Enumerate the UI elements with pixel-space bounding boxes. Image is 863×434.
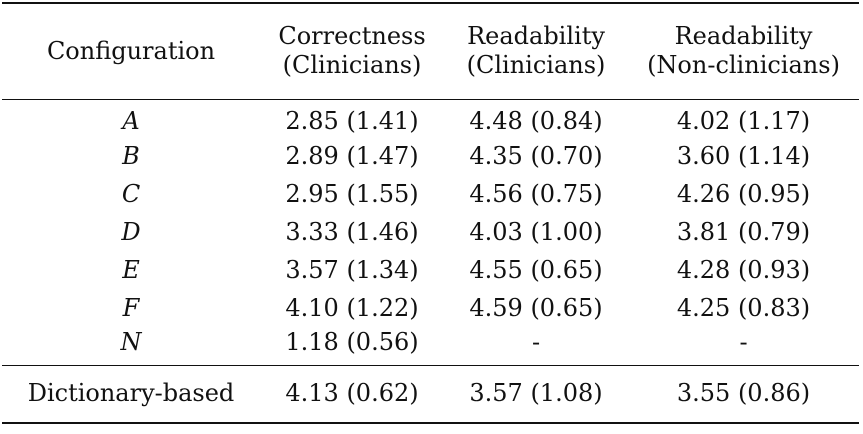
header-correctness-line-1: Correctness bbox=[278, 22, 426, 51]
readability-clinicians-cell: 4.35 (0.70) bbox=[469, 141, 603, 170]
header-configuration-line-1: Configuration bbox=[46, 36, 216, 65]
config-cell: A bbox=[122, 106, 140, 135]
header-readability-nonclinicians-line-2: (Non-clinicians) bbox=[647, 51, 840, 80]
correctness-clinicians-cell: 1.18 (0.56) bbox=[285, 328, 419, 357]
table-row: A 2.85 (1.41) 4.48 (0.84) 4.02 (1.17) bbox=[2, 99, 859, 137]
summary-correctness-clinicians-cell: 4.13 (0.62) bbox=[260, 364, 444, 424]
results-table: Configuration Correctness (Clinicians) R… bbox=[2, 2, 859, 424]
readability-clinicians-cell: - bbox=[531, 328, 541, 357]
readability-nonclinicians-cell: 3.60 (1.14) bbox=[676, 141, 811, 170]
table-row: D 3.33 (1.46) 4.03 (1.00) 3.81 (0.79) bbox=[2, 213, 859, 251]
header-configuration: Configuration bbox=[2, 2, 260, 100]
readability-nonclinicians-cell: 3.81 (0.79) bbox=[676, 217, 811, 246]
config-cell: C bbox=[121, 179, 141, 208]
readability-clinicians-cell: 4.56 (0.75) bbox=[469, 179, 603, 208]
readability-clinicians-cell: 4.59 (0.65) bbox=[469, 293, 603, 322]
readability-nonclinicians-cell: 4.02 (1.17) bbox=[676, 106, 811, 135]
readability-clinicians-cell: 4.55 (0.65) bbox=[469, 255, 603, 284]
correctness-clinicians-cell: 3.57 (1.34) bbox=[285, 255, 419, 284]
summary-readability-clinicians-cell: 3.57 (1.08) bbox=[444, 364, 628, 424]
header-readability-clinicians-line-1: Readability bbox=[467, 22, 605, 51]
summary-config-cell: Dictionary-based bbox=[2, 364, 260, 424]
config-cell: N bbox=[120, 328, 142, 357]
header-correctness-line-2: (Clinicians) bbox=[282, 51, 422, 80]
config-cell: E bbox=[122, 255, 140, 284]
header-readability-clinicians-line-2: (Clinicians) bbox=[466, 51, 606, 80]
readability-nonclinicians-cell: 4.26 (0.95) bbox=[676, 179, 811, 208]
table-row: N 1.18 (0.56) - - bbox=[2, 327, 859, 365]
correctness-clinicians-cell: 2.89 (1.47) bbox=[285, 141, 419, 170]
readability-nonclinicians-cell: 4.28 (0.93) bbox=[676, 255, 811, 284]
header-correctness-clinicians: Correctness (Clinicians) bbox=[260, 2, 444, 100]
readability-nonclinicians-cell: - bbox=[739, 328, 748, 357]
correctness-clinicians-cell: 3.33 (1.46) bbox=[285, 217, 419, 246]
table-header-row: Configuration Correctness (Clinicians) R… bbox=[2, 2, 859, 100]
config-cell: F bbox=[122, 293, 140, 322]
correctness-clinicians-cell: 4.10 (1.22) bbox=[285, 293, 419, 322]
config-cell: B bbox=[122, 141, 140, 170]
header-readability-nonclinicians: Readability (Non-clinicians) bbox=[628, 2, 859, 100]
table-row: E 3.57 (1.34) 4.55 (0.65) 4.28 (0.93) bbox=[2, 251, 859, 289]
table-row: C 2.95 (1.55) 4.56 (0.75) 4.26 (0.95) bbox=[2, 175, 859, 213]
header-readability-nonclinicians-line-1: Readability bbox=[674, 22, 813, 51]
header-readability-clinicians: Readability (Clinicians) bbox=[444, 2, 628, 100]
table-row: B 2.89 (1.47) 4.35 (0.70) 3.60 (1.14) bbox=[2, 137, 859, 175]
readability-clinicians-cell: 4.03 (1.00) bbox=[469, 217, 603, 246]
config-cell: D bbox=[121, 217, 141, 246]
readability-clinicians-cell: 4.48 (0.84) bbox=[469, 106, 603, 135]
readability-nonclinicians-cell: 4.25 (0.83) bbox=[676, 293, 811, 322]
summary-readability-nonclinicians-cell: 3.55 (0.86) bbox=[628, 364, 859, 424]
table-row: F 4.10 (1.22) 4.59 (0.65) 4.25 (0.83) bbox=[2, 289, 859, 327]
correctness-clinicians-cell: 2.95 (1.55) bbox=[285, 179, 419, 208]
correctness-clinicians-cell: 2.85 (1.41) bbox=[285, 106, 419, 135]
summary-row: Dictionary-based 4.13 (0.62) 3.57 (1.08)… bbox=[2, 364, 859, 424]
